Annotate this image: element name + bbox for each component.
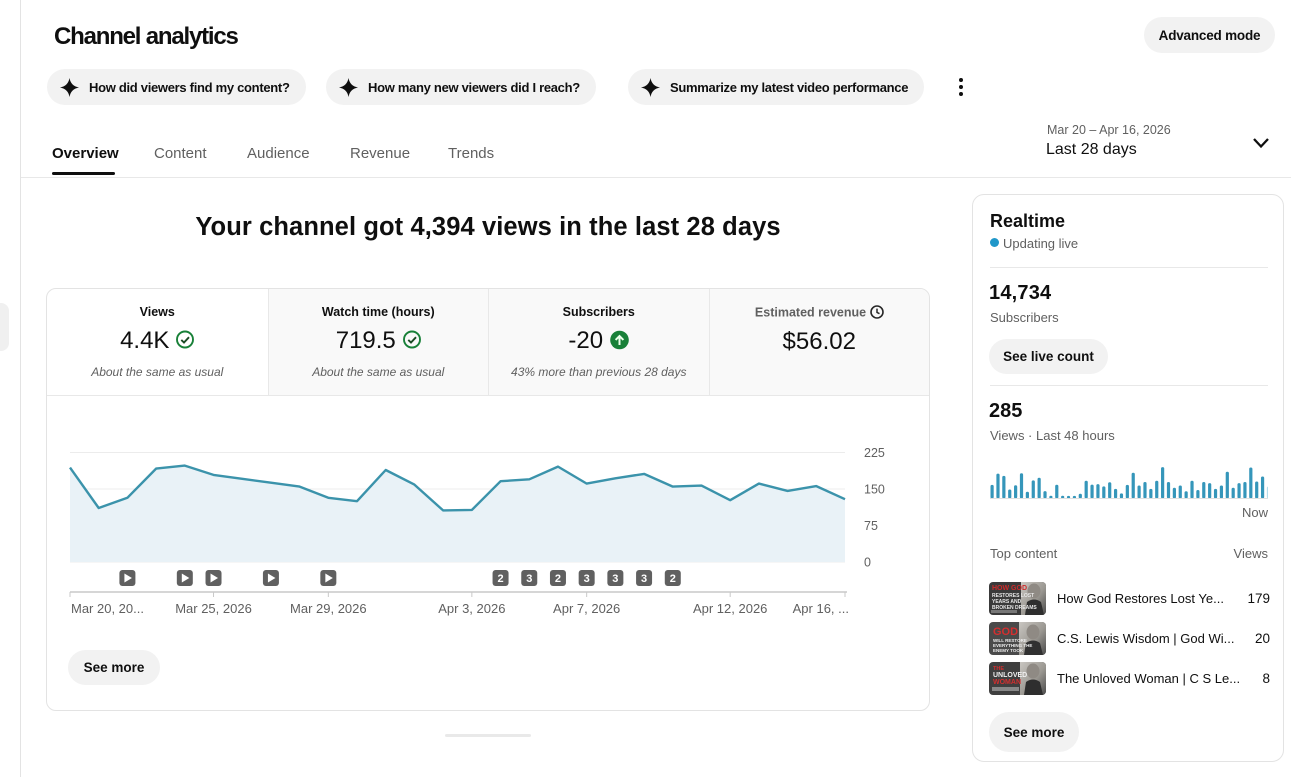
svg-text:ENEMY TOOK: ENEMY TOOK <box>993 648 1024 653</box>
svg-text:Apr 16, ...: Apr 16, ... <box>793 601 849 616</box>
svg-text:3: 3 <box>641 573 647 585</box>
svg-text:Mar 25, 2026: Mar 25, 2026 <box>175 601 252 616</box>
svg-text:WOMAN: WOMAN <box>993 679 1021 686</box>
svg-text:EVERYTHING THE: EVERYTHING THE <box>993 643 1032 648</box>
svg-text:GOD: GOD <box>993 626 1018 638</box>
svg-text:75: 75 <box>864 519 878 533</box>
svg-text:3: 3 <box>526 573 532 585</box>
svg-text:WILL RESTORE: WILL RESTORE <box>993 638 1027 643</box>
svg-text:3: 3 <box>584 573 590 585</box>
svg-text:225: 225 <box>864 446 885 460</box>
svg-text:Mar 29, 2026: Mar 29, 2026 <box>290 601 367 616</box>
svg-text:RESTORES LOST: RESTORES LOST <box>992 593 1034 599</box>
svg-text:2: 2 <box>670 573 676 585</box>
svg-text:THE: THE <box>993 666 1004 672</box>
svg-text:UNLOVED: UNLOVED <box>993 672 1027 679</box>
svg-text:2: 2 <box>497 573 503 585</box>
svg-text:150: 150 <box>864 483 885 497</box>
svg-text:Mar 20, 20...: Mar 20, 20... <box>71 601 144 616</box>
svg-text:0: 0 <box>864 556 871 570</box>
svg-text:Apr 3, 2026: Apr 3, 2026 <box>438 601 505 616</box>
svg-text:Apr 12, 2026: Apr 12, 2026 <box>693 601 767 616</box>
svg-text:YEARS AND: YEARS AND <box>992 599 1022 605</box>
svg-text:HOW GOD: HOW GOD <box>992 585 1027 592</box>
svg-text:3: 3 <box>612 573 618 585</box>
svg-text:Apr 7, 2026: Apr 7, 2026 <box>553 601 620 616</box>
svg-text:BROKEN DREAMS: BROKEN DREAMS <box>992 605 1037 611</box>
svg-text:2: 2 <box>555 573 561 585</box>
